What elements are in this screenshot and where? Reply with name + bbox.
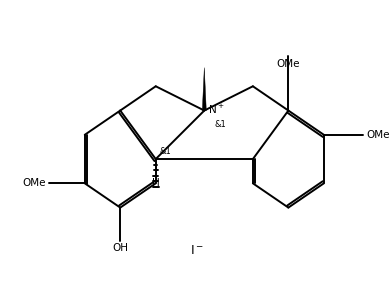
Text: &1: &1 [214, 120, 226, 128]
Text: OMe: OMe [277, 59, 300, 69]
Text: I$^-$: I$^-$ [190, 244, 204, 257]
Polygon shape [202, 68, 206, 111]
Text: OMe: OMe [23, 178, 46, 188]
Text: H: H [152, 178, 159, 188]
Text: N$^+$: N$^+$ [208, 103, 224, 116]
Text: OMe: OMe [366, 130, 389, 140]
Text: &1: &1 [159, 147, 171, 156]
Text: OH: OH [112, 243, 128, 253]
